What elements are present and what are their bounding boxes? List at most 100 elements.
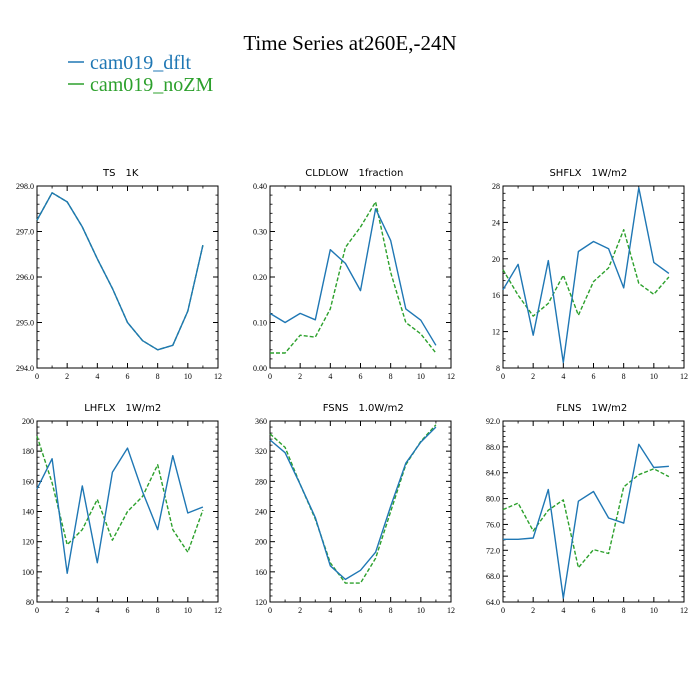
panel-title-units: 1W/m2 <box>592 403 628 414</box>
y-tick-label: 140 <box>22 508 34 517</box>
x-tick-label: 12 <box>214 372 222 381</box>
panel-frame <box>269 420 452 603</box>
panel-ts: TS 1K 294.0 295.0 296.0 297.0 298.0 0 2 4 6 8 10 12 <box>16 168 222 381</box>
x-tick-label: 10 <box>184 372 192 381</box>
y-tick-label: 92.0 <box>486 417 500 426</box>
series-line-dflt <box>36 447 204 574</box>
x-tick-label: 8 <box>156 372 160 381</box>
y-tick-label: 72.0 <box>486 546 500 555</box>
x-tick-label: 4 <box>95 372 99 381</box>
x-tick-label: 10 <box>417 372 425 381</box>
panel-title-units: 1.0W/m2 <box>359 403 404 414</box>
x-tick-label: 0 <box>268 606 272 615</box>
y-tick-label: 80 <box>26 598 34 607</box>
y-tick-label: 320 <box>255 447 267 456</box>
x-tick-label: 12 <box>680 372 688 381</box>
y-tick-label: 0.30 <box>253 228 267 237</box>
y-tick-label: 120 <box>255 598 267 607</box>
y-tick-label: 80.0 <box>486 495 500 504</box>
x-tick-label: 10 <box>650 372 658 381</box>
y-tick-label: 180 <box>22 447 34 456</box>
panel-title-var: TS <box>102 168 115 179</box>
y-tick-label: 295.0 <box>16 319 34 328</box>
legend: cam019_dflt cam019_noZM <box>68 52 214 96</box>
y-tick-label: 20 <box>492 255 500 264</box>
x-tick-label: 4 <box>328 372 332 381</box>
series-line-nozm <box>502 228 670 317</box>
x-tick-label: 2 <box>531 606 535 615</box>
y-tick-label: 0.40 <box>253 182 267 191</box>
panel-frame <box>269 185 452 369</box>
y-tick-label: 12 <box>492 328 500 337</box>
x-tick-label: 8 <box>156 606 160 615</box>
panel-title-var: LHFLX <box>84 403 115 414</box>
y-tick-label: 8 <box>496 364 500 373</box>
x-tick-label: 10 <box>417 606 425 615</box>
y-tick-label: 298.0 <box>16 182 34 191</box>
panel-title-var: CLDLOW <box>305 168 348 179</box>
series-line-nozm <box>269 424 437 584</box>
x-tick-label: 6 <box>359 372 363 381</box>
series-line-dflt <box>502 187 670 364</box>
panel-title-units: 1W/m2 <box>592 168 628 179</box>
x-tick-label: 12 <box>680 606 688 615</box>
x-tick-label: 2 <box>65 606 69 615</box>
x-tick-label: 8 <box>389 372 393 381</box>
series-line-dflt <box>503 443 669 599</box>
panel-frame <box>36 185 219 369</box>
y-tick-label: 200 <box>22 417 34 426</box>
panel-title-units: 1K <box>126 168 139 179</box>
x-tick-label: 2 <box>298 372 302 381</box>
y-tick-label: 297.0 <box>16 228 34 237</box>
panel-fsns: FSNS 1.0W/m2 120 160 200 240 280 320 360 0 2 4 6 8 10 1… <box>255 403 455 615</box>
series-line-dflt <box>36 192 204 351</box>
x-tick-label: 0 <box>268 372 272 381</box>
x-tick-label: 10 <box>184 606 192 615</box>
figure-title: Time Series at260E,-24N <box>243 31 456 55</box>
y-tick-label: 294.0 <box>16 364 34 373</box>
x-tick-label: 6 <box>126 606 130 615</box>
x-tick-label: 6 <box>126 372 130 381</box>
x-tick-label: 4 <box>95 606 99 615</box>
y-tick-label: 64.0 <box>486 598 500 607</box>
y-tick-label: 0.10 <box>253 319 267 328</box>
x-tick-label: 6 <box>592 372 596 381</box>
panel-title-var: FSNS <box>323 403 349 414</box>
series-line-nozm <box>36 435 204 553</box>
y-tick-label: 0.00 <box>253 364 267 373</box>
panel-lhflx: LHFLX 1W/m2 80 100 120 140 160 180 200 0 2 4 6 8 10 12 <box>22 403 222 615</box>
x-tick-label: 0 <box>35 606 39 615</box>
series-line-dflt <box>269 208 437 346</box>
x-tick-label: 4 <box>328 606 332 615</box>
x-tick-label: 0 <box>501 372 505 381</box>
series-line-nozm <box>502 468 670 569</box>
x-tick-label: 2 <box>65 372 69 381</box>
y-tick-label: 100 <box>22 568 34 577</box>
panel-title-units: 1W/m2 <box>126 403 162 414</box>
y-tick-label: 240 <box>255 508 267 517</box>
y-tick-label: 0.20 <box>253 273 267 282</box>
x-tick-label: 6 <box>592 606 596 615</box>
panel-flns: FLNS 1W/m2 64.0 68.0 72.0 76.0 80.0 84.0 88.0 92.… <box>486 403 688 615</box>
x-tick-label: 2 <box>298 606 302 615</box>
panel-cldlow: CLDLOW 1fraction 0.00 0.10 0.20 0.30 0.40 0 2 4 6 8… <box>253 168 455 381</box>
panel-frame <box>502 185 685 369</box>
panel-title-units: 1fraction <box>359 168 404 179</box>
y-tick-label: 24 <box>492 218 500 227</box>
y-tick-label: 68.0 <box>486 572 500 581</box>
y-tick-label: 84.0 <box>486 469 500 478</box>
y-tick-label: 160 <box>22 477 34 486</box>
x-tick-label: 0 <box>35 372 39 381</box>
y-tick-label: 160 <box>255 568 267 577</box>
y-tick-label: 280 <box>255 477 267 486</box>
panel-title-var: FLNS <box>556 403 581 414</box>
series-line-nozm <box>270 201 437 354</box>
series-line-dflt <box>269 426 437 581</box>
x-tick-label: 8 <box>622 606 626 615</box>
x-tick-label: 6 <box>359 606 363 615</box>
x-tick-label: 8 <box>622 372 626 381</box>
x-tick-label: 4 <box>561 606 565 615</box>
